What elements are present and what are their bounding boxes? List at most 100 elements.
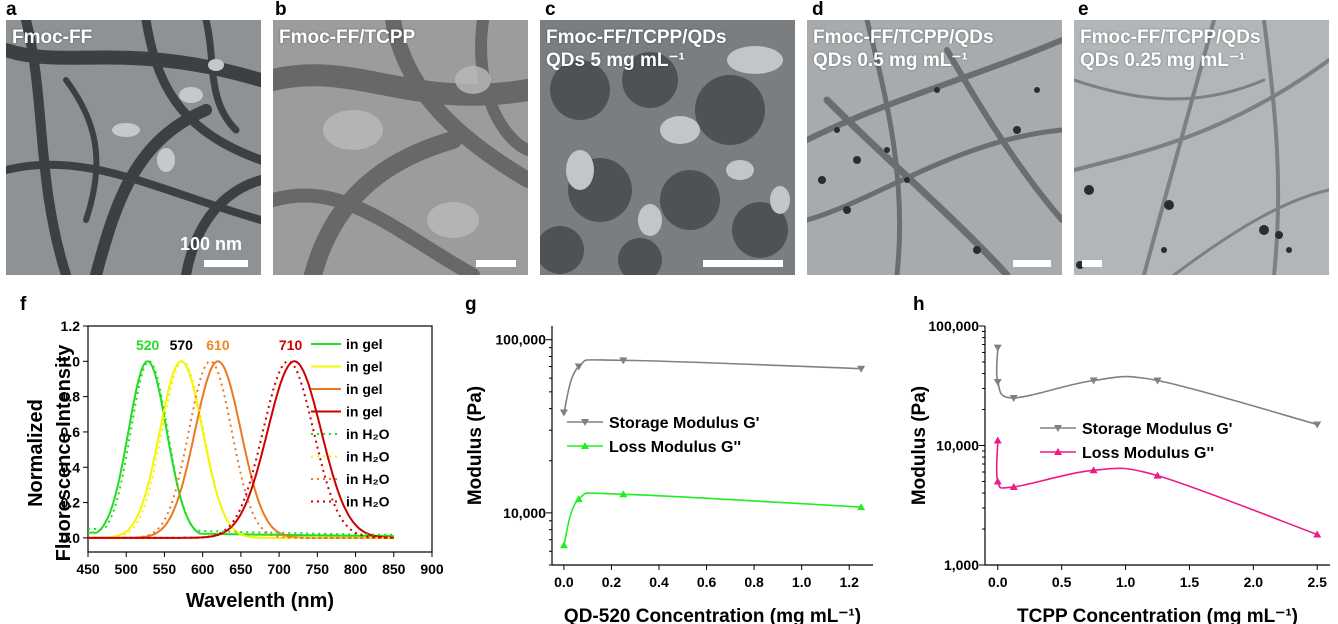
- legend-label: in H₂O: [346, 494, 390, 510]
- tem-micrograph-qds-05: [807, 20, 1062, 275]
- data-point: [1009, 482, 1018, 490]
- tem-image-a: Fmoc-FF 100 nm: [6, 20, 261, 275]
- x-tick-label: 900: [420, 561, 444, 577]
- legend-label: Storage Modulus G': [609, 415, 759, 432]
- series-line: [563, 492, 862, 546]
- peak-label: 610: [206, 337, 230, 353]
- data-point: [993, 477, 1002, 485]
- spectrum-curve: [88, 360, 394, 539]
- legend-marker: [1054, 448, 1062, 455]
- data-point: [1313, 421, 1322, 429]
- panel-letter-g: g: [465, 294, 477, 315]
- tem-title-line: QDs 0.25 mg mL⁻¹: [1080, 50, 1246, 71]
- legend-label: Storage Modulus G': [1082, 421, 1232, 438]
- data-point: [1089, 377, 1098, 385]
- x-axis-label: QD-520 Concentration (mg mL⁻¹): [564, 606, 861, 624]
- tem-title-line: Fmoc-FF/TCPP/QDs: [546, 27, 727, 48]
- tem-micrograph-fmoc-ff-tcpp: [273, 20, 528, 275]
- panel-letter-b: b: [275, 0, 287, 20]
- panel-letter-h: h: [913, 294, 925, 315]
- data-point: [993, 378, 1002, 386]
- legend-label: in gel: [346, 381, 383, 397]
- data-point: [619, 490, 628, 498]
- x-tick-label: 2.5: [1307, 574, 1327, 590]
- data-point: [559, 541, 568, 549]
- peak-label: 570: [170, 337, 194, 353]
- x-tick-label: 750: [306, 561, 330, 577]
- x-tick-label: 1.0: [792, 574, 812, 590]
- data-point: [559, 409, 568, 417]
- spectrum-curve: [88, 360, 394, 539]
- data-point: [1153, 471, 1162, 479]
- x-tick-label: 850: [382, 561, 406, 577]
- data-point: [1009, 394, 1018, 402]
- panel-letter-e: e: [1078, 0, 1089, 20]
- panel-letter-f: f: [20, 294, 27, 315]
- x-tick-label: 650: [229, 561, 253, 577]
- chart-modulus-vs-tcpp: h 1,000 10,000 100,000 0.0 0.5 1.0 1.5 2.0 2.5 TCP…: [909, 294, 1330, 624]
- y-tick-label: 100,000: [495, 332, 546, 348]
- x-tick-label: 1.2: [839, 574, 859, 590]
- x-tick-label: 2.0: [1244, 574, 1264, 590]
- tem-image-c: Fmoc-FF/TCPP/QDs QDs 5 mg mL⁻¹: [540, 20, 795, 275]
- data-point: [1089, 466, 1098, 474]
- x-tick-label: 0.4: [649, 574, 669, 590]
- data-point: [574, 495, 583, 503]
- y-tick-label: 100,000: [928, 318, 979, 334]
- legend-label: in gel: [346, 336, 383, 352]
- x-tick-label: 1.5: [1180, 574, 1200, 590]
- y-tick-label: 0.8: [61, 389, 81, 405]
- scale-bar: [1013, 260, 1051, 267]
- tem-title-d: Fmoc-FF/TCPP/QDs QDs 0.5 mg mL⁻¹: [813, 26, 994, 72]
- x-tick-label: 1.0: [1116, 574, 1136, 590]
- tem-title-b: Fmoc-FF/TCPP: [279, 26, 415, 49]
- legend-label: in gel: [346, 359, 383, 375]
- y-axis-label: Modulus (Pa): [465, 386, 486, 505]
- legend-marker: [581, 442, 589, 449]
- legend-label: Loss Modulus G'': [1082, 445, 1214, 462]
- data-point: [857, 365, 866, 373]
- x-tick-label: 500: [115, 561, 139, 577]
- y-axis-label: Fluorescence Intensity: [53, 344, 75, 562]
- y-tick-label: 0.6: [61, 424, 81, 440]
- spectrum-curve: [88, 360, 394, 536]
- tem-micrograph-qds-5: [540, 20, 795, 275]
- panel-letter-a: a: [6, 0, 17, 20]
- legend-label: Loss Modulus G'': [609, 439, 741, 456]
- y-axis-label: Normalized: [25, 399, 47, 507]
- series-line: [995, 347, 1318, 426]
- legend-label: in H₂O: [346, 426, 390, 442]
- x-tick-label: 0.6: [697, 574, 717, 590]
- data-point: [574, 363, 583, 371]
- x-axis-label: TCPP Concentration (mg mL⁻¹): [1017, 606, 1298, 624]
- legend-label: in H₂O: [346, 449, 390, 465]
- chart-modulus-vs-qd: g 10,000 100,000 0.0 0.2 0.4 0.6 0.8 1.0 1.2 QD-52…: [465, 294, 873, 624]
- peak-label: 710: [279, 337, 303, 353]
- peak-label: 520: [136, 337, 160, 353]
- tem-title-line: Fmoc-FF/TCPP/QDs: [813, 27, 994, 48]
- tem-title-line: Fmoc-FF/TCPP: [279, 27, 416, 48]
- x-tick-label: 0.5: [1052, 574, 1072, 590]
- data-point: [993, 344, 1002, 352]
- legend-marker: [1054, 425, 1062, 432]
- y-tick-label: 1,000: [944, 557, 979, 573]
- data-point: [619, 357, 628, 365]
- scale-bar-label: 100 nm: [180, 234, 243, 254]
- y-tick-label: 0.4: [61, 459, 81, 475]
- legend-label: in gel: [346, 404, 383, 420]
- tem-micrograph-fmoc-ff: [6, 20, 261, 275]
- plot-frame: [87, 325, 433, 553]
- tem-image-d: Fmoc-FF/TCPP/QDs QDs 0.5 mg mL⁻¹: [807, 20, 1062, 275]
- x-tick-label: 0.0: [988, 574, 1008, 590]
- x-tick-label: 600: [191, 561, 215, 577]
- data-point: [1313, 530, 1322, 538]
- y-tick-label: 1.0: [61, 353, 81, 369]
- tem-micrograph-qds-025: [1074, 20, 1329, 275]
- tem-title-line: Fmoc-FF/TCPP/QDs: [1080, 27, 1261, 48]
- x-tick-label: 0.2: [602, 574, 622, 590]
- x-tick-label: 0.8: [744, 574, 764, 590]
- y-tick-label: 10,000: [936, 438, 979, 454]
- panel-letter-d: d: [812, 0, 824, 20]
- data-point: [993, 436, 1002, 444]
- y-tick-label: 1.2: [61, 318, 81, 334]
